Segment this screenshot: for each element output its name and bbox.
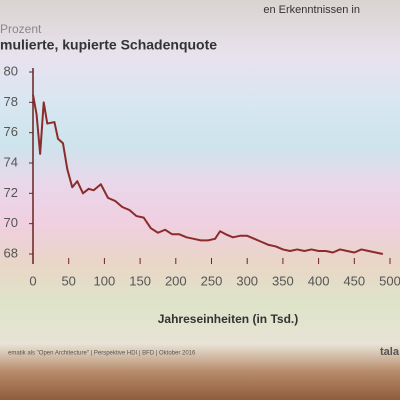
x-tick-label: 0	[29, 273, 36, 288]
x-tick-label: 400	[308, 273, 330, 288]
x-tick-label: 200	[165, 273, 187, 288]
x-tick-label: 500	[379, 273, 400, 288]
x-tick-label: 150	[129, 273, 151, 288]
y-tick-label: 72	[4, 185, 18, 200]
y-tick-label: 74	[4, 154, 18, 169]
x-tick-label: 250	[201, 273, 223, 288]
x-tick-label: 450	[343, 273, 365, 288]
y-tick-label: 80	[4, 63, 18, 78]
x-tick-label: 300	[236, 273, 258, 288]
x-axis-label: Jahreseinheiten (in Tsd.)	[158, 312, 298, 326]
y-tick-label: 76	[4, 124, 18, 139]
header-text: en Erkenntnissen in	[263, 4, 360, 16]
y-tick-label: 68	[4, 245, 18, 260]
x-tick-label: 100	[94, 273, 116, 288]
y-tick-label: 78	[4, 94, 18, 109]
footer: ematik als "Open Architecture" | Perspek…	[8, 351, 196, 357]
chart-title: mulierte, kupierte Schadenquote	[0, 37, 217, 53]
x-tick-label: 350	[272, 273, 294, 288]
chart-subtitle: Prozent	[0, 22, 42, 36]
x-tick-label: 50	[61, 273, 75, 288]
line	[32, 94, 384, 255]
logo: tala	[380, 346, 400, 358]
y-tick-label: 70	[4, 215, 18, 230]
